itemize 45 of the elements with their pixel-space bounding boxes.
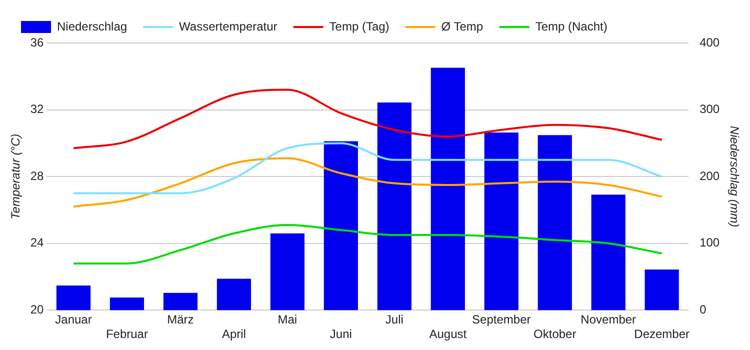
bar — [484, 132, 518, 310]
x-tick-label: Oktober — [534, 327, 576, 342]
y-tick-label: 28 — [30, 168, 44, 183]
line-series — [72, 142, 663, 194]
y2-tick-label: 200 — [700, 168, 720, 183]
y-tick-label: 24 — [30, 236, 44, 250]
bar — [216, 278, 251, 310]
x-tick-label: Juni — [330, 327, 352, 342]
legend-label: Niederschlag — [57, 19, 128, 34]
y-tick-label: 32 — [30, 102, 44, 116]
bar — [591, 194, 626, 310]
x-tick-label: Dezember — [634, 327, 690, 342]
y-tick-label: 36 — [30, 35, 44, 50]
y2-axis-title: Niederschlag (mm) — [727, 126, 742, 228]
y2-tick-label: 400 — [700, 35, 720, 50]
bar — [430, 68, 465, 310]
legend-label: Temp (Tag) — [329, 19, 390, 34]
bar — [270, 233, 304, 310]
line-series — [72, 88, 663, 150]
bar — [110, 298, 144, 310]
x-tick-label: August — [429, 327, 468, 342]
x-tick-label: April — [222, 327, 246, 342]
legend-label: Ø Temp — [441, 19, 484, 34]
bar — [324, 141, 358, 310]
x-tick-label: Januar — [55, 312, 92, 327]
bar — [644, 269, 679, 310]
bar — [163, 292, 198, 310]
legend-label: Wassertemperatur — [179, 19, 278, 34]
x-tick-label: März — [167, 312, 194, 327]
x-tick-label: November — [580, 312, 636, 327]
x-tick-label: Juli — [385, 312, 404, 327]
x-tick-label: Mai — [278, 312, 298, 327]
y-axis-title: Temperatur (°C) — [8, 134, 23, 220]
x-tick-label: Februar — [106, 327, 148, 342]
y2-tick-label: 0 — [700, 302, 707, 317]
bar — [56, 285, 91, 310]
x-tick-label: September — [472, 312, 531, 327]
y-tick-label: 20 — [30, 302, 44, 317]
line-series — [72, 224, 663, 264]
bar — [377, 102, 412, 310]
y2-tick-label: 300 — [700, 102, 720, 116]
legend-label: Temp (Nacht) — [535, 19, 608, 34]
y2-tick-label: 100 — [700, 236, 720, 250]
line-series — [72, 157, 663, 208]
bar — [538, 135, 572, 310]
